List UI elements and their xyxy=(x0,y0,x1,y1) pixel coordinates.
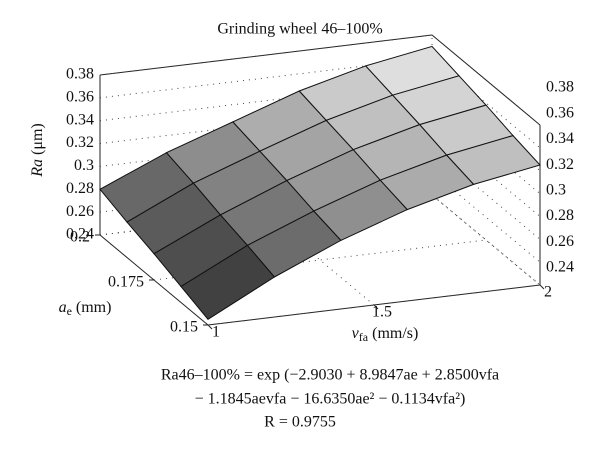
equation-line: R = 0.9755 xyxy=(264,414,336,431)
z-axis-title: Ra (μm) xyxy=(29,123,46,177)
equation-line: − 1.1845aevfa − 16.6350ae² − 0.1134vfa²) xyxy=(195,391,466,408)
surface-patch xyxy=(180,244,276,320)
z-tick-label: 0.38 xyxy=(66,66,94,83)
z-tick-label: 0.36 xyxy=(546,104,574,121)
axis-title-main: a xyxy=(59,299,67,316)
grid-line xyxy=(431,194,541,286)
z-tick-label: 0.28 xyxy=(546,207,574,224)
z-tick-label: 0.28 xyxy=(66,180,94,197)
z-tick-label: 0.34 xyxy=(66,111,94,128)
y-tick-label: 0.2 xyxy=(70,229,90,246)
z-tick-label: 0.32 xyxy=(546,156,574,173)
axis-title-main: Ra xyxy=(29,159,46,178)
z-tick-label: 0.32 xyxy=(66,134,94,151)
axis-title-sub: fa xyxy=(359,330,369,344)
y-tick-label: 0.175 xyxy=(108,274,144,291)
equation-line: Ra46–100% = exp (−2.9030 + 8.9847ae + 2.… xyxy=(161,367,499,384)
chart-title: Grinding wheel 46–100% xyxy=(217,21,382,38)
z-tick-label: 0.3 xyxy=(74,157,94,174)
x-axis-title: vfa (mm/s) xyxy=(352,325,419,344)
y-axis-title: ae (mm) xyxy=(59,299,112,318)
axis-title-sub: e xyxy=(67,304,72,318)
z-tick-label: 0.36 xyxy=(66,89,94,106)
z-tick-label: 0.38 xyxy=(546,79,574,96)
axis-title-unit: (mm/s) xyxy=(372,325,418,342)
tick-mark xyxy=(539,284,545,290)
axis-line xyxy=(431,34,541,126)
y-tick-label: 0.15 xyxy=(170,319,198,336)
tick-mark xyxy=(207,324,213,330)
x-tick-label: 1 xyxy=(212,324,220,341)
grid-line xyxy=(431,194,541,286)
axis-line xyxy=(99,34,433,76)
z-tick-label: 0.24 xyxy=(66,226,94,243)
z-tick-label: 0.26 xyxy=(66,203,94,220)
z-tick-label: 0.26 xyxy=(546,233,574,250)
z-tick-label: 0.34 xyxy=(546,130,574,147)
axis-title-unit: (mm) xyxy=(76,299,112,316)
tick-mark xyxy=(373,304,379,310)
axis-title-unit: (μm) xyxy=(29,123,46,155)
z-tick-label: 0.3 xyxy=(546,182,566,199)
x-tick-label: 1.5 xyxy=(372,304,392,321)
x-tick-label: 2 xyxy=(544,284,552,301)
axis-title-main: v xyxy=(352,325,360,342)
z-tick-label: 0.24 xyxy=(546,259,574,276)
axis-line xyxy=(431,194,541,286)
